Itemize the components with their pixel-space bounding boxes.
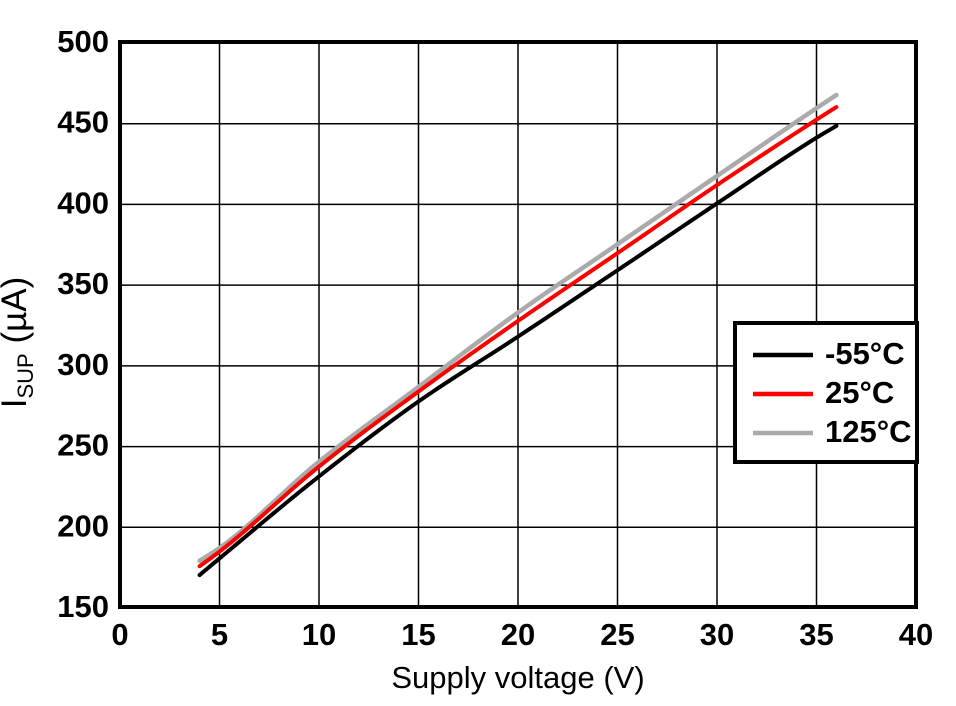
svg-text:20: 20 (501, 617, 535, 652)
svg-text:-55°C: -55°C (825, 336, 905, 371)
svg-text:35: 35 (799, 617, 833, 652)
svg-text:0: 0 (111, 617, 128, 652)
svg-text:40: 40 (899, 617, 933, 652)
svg-text:25: 25 (600, 617, 634, 652)
svg-text:30: 30 (700, 617, 734, 652)
svg-text:250: 250 (57, 428, 109, 463)
svg-text:500: 500 (57, 24, 109, 59)
svg-text:10: 10 (302, 617, 336, 652)
svg-text:125°C: 125°C (825, 414, 912, 449)
svg-text:200: 200 (57, 508, 109, 543)
svg-text:350: 350 (57, 266, 109, 301)
svg-text:300: 300 (57, 347, 109, 382)
svg-text:450: 450 (57, 105, 109, 140)
svg-text:ISUP (µA): ISUP (µA) (0, 277, 38, 409)
svg-text:150: 150 (57, 589, 109, 624)
svg-text:25°C: 25°C (825, 375, 894, 410)
svg-text:Supply voltage (V): Supply voltage (V) (391, 660, 644, 695)
svg-text:5: 5 (211, 617, 228, 652)
svg-text:15: 15 (401, 617, 435, 652)
svg-text:400: 400 (57, 185, 109, 220)
